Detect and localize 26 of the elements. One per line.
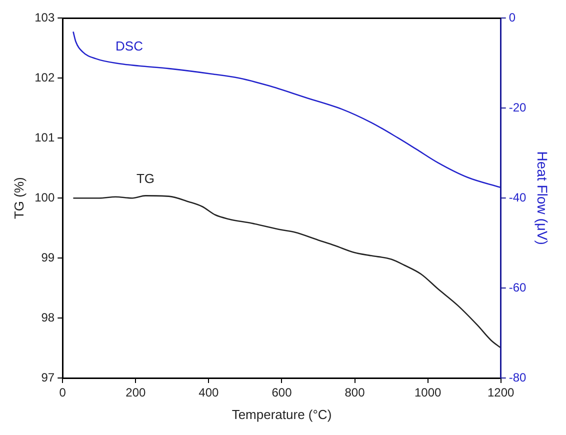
y-axis-title: TG (%) xyxy=(11,177,26,220)
line-series xyxy=(72,31,501,188)
x-tick-label: 200 xyxy=(126,386,146,400)
x-tick-label: 800 xyxy=(344,386,366,400)
x-axis-title: Temperature (°C) xyxy=(232,406,332,422)
y-tick-label: 100 xyxy=(34,190,55,204)
y2-tick-label: -20 xyxy=(508,100,527,114)
x-tick-label: 400 xyxy=(198,386,220,400)
y-tick-label: 101 xyxy=(34,130,55,144)
y-tick-label: 98 xyxy=(41,310,55,324)
y-tick-label: 102 xyxy=(34,70,55,84)
x-tick-label: 0 xyxy=(59,386,66,400)
y2-tick-label: -40 xyxy=(508,190,527,204)
y2-axis-title: Heat Flow (μV) xyxy=(534,151,551,245)
y-tick-label: 103 xyxy=(34,10,55,25)
line-series xyxy=(72,195,501,348)
x-tick-label: 600 xyxy=(272,386,292,400)
y2-tick-label: 0 xyxy=(508,10,516,25)
y-tick-label: 97 xyxy=(41,370,55,384)
x-tick-label: 1000 xyxy=(414,386,442,400)
series-label: DSC xyxy=(116,38,143,54)
y2-tick-label: -60 xyxy=(508,280,527,294)
y2-tick-label: -80 xyxy=(508,370,527,384)
series-label: TG xyxy=(136,170,155,186)
y-tick-label: 99 xyxy=(41,250,55,264)
x-tick-label: 1200 xyxy=(488,386,515,400)
